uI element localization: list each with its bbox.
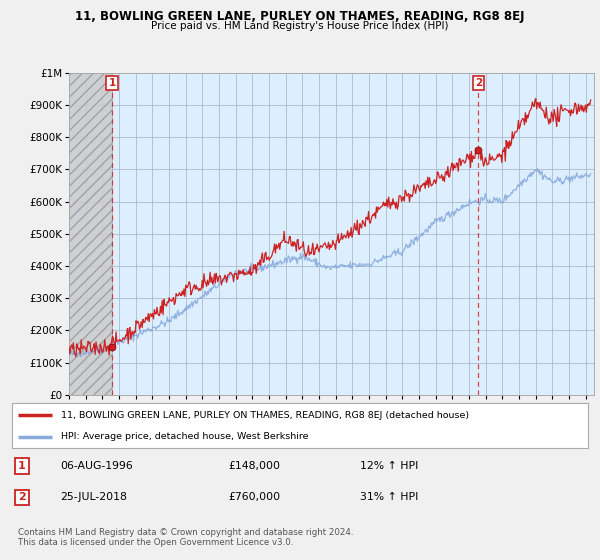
Text: HPI: Average price, detached house, West Berkshire: HPI: Average price, detached house, West… xyxy=(61,432,308,441)
Bar xyxy=(69,73,112,395)
Text: £148,000: £148,000 xyxy=(228,461,280,471)
Text: 2: 2 xyxy=(18,492,26,502)
Text: Contains HM Land Registry data © Crown copyright and database right 2024.
This d: Contains HM Land Registry data © Crown c… xyxy=(18,528,353,547)
Text: 25-JUL-2018: 25-JUL-2018 xyxy=(60,492,127,502)
Text: Price paid vs. HM Land Registry's House Price Index (HPI): Price paid vs. HM Land Registry's House … xyxy=(151,21,449,31)
Text: 1: 1 xyxy=(109,78,116,87)
Text: 31% ↑ HPI: 31% ↑ HPI xyxy=(360,492,418,502)
Text: 11, BOWLING GREEN LANE, PURLEY ON THAMES, READING, RG8 8EJ (detached house): 11, BOWLING GREEN LANE, PURLEY ON THAMES… xyxy=(61,411,469,420)
Text: 2: 2 xyxy=(475,78,482,87)
Text: 1: 1 xyxy=(18,461,26,471)
Text: 06-AUG-1996: 06-AUG-1996 xyxy=(60,461,133,471)
Text: 12% ↑ HPI: 12% ↑ HPI xyxy=(360,461,418,471)
Text: 11, BOWLING GREEN LANE, PURLEY ON THAMES, READING, RG8 8EJ: 11, BOWLING GREEN LANE, PURLEY ON THAMES… xyxy=(75,10,525,22)
Text: £760,000: £760,000 xyxy=(228,492,280,502)
